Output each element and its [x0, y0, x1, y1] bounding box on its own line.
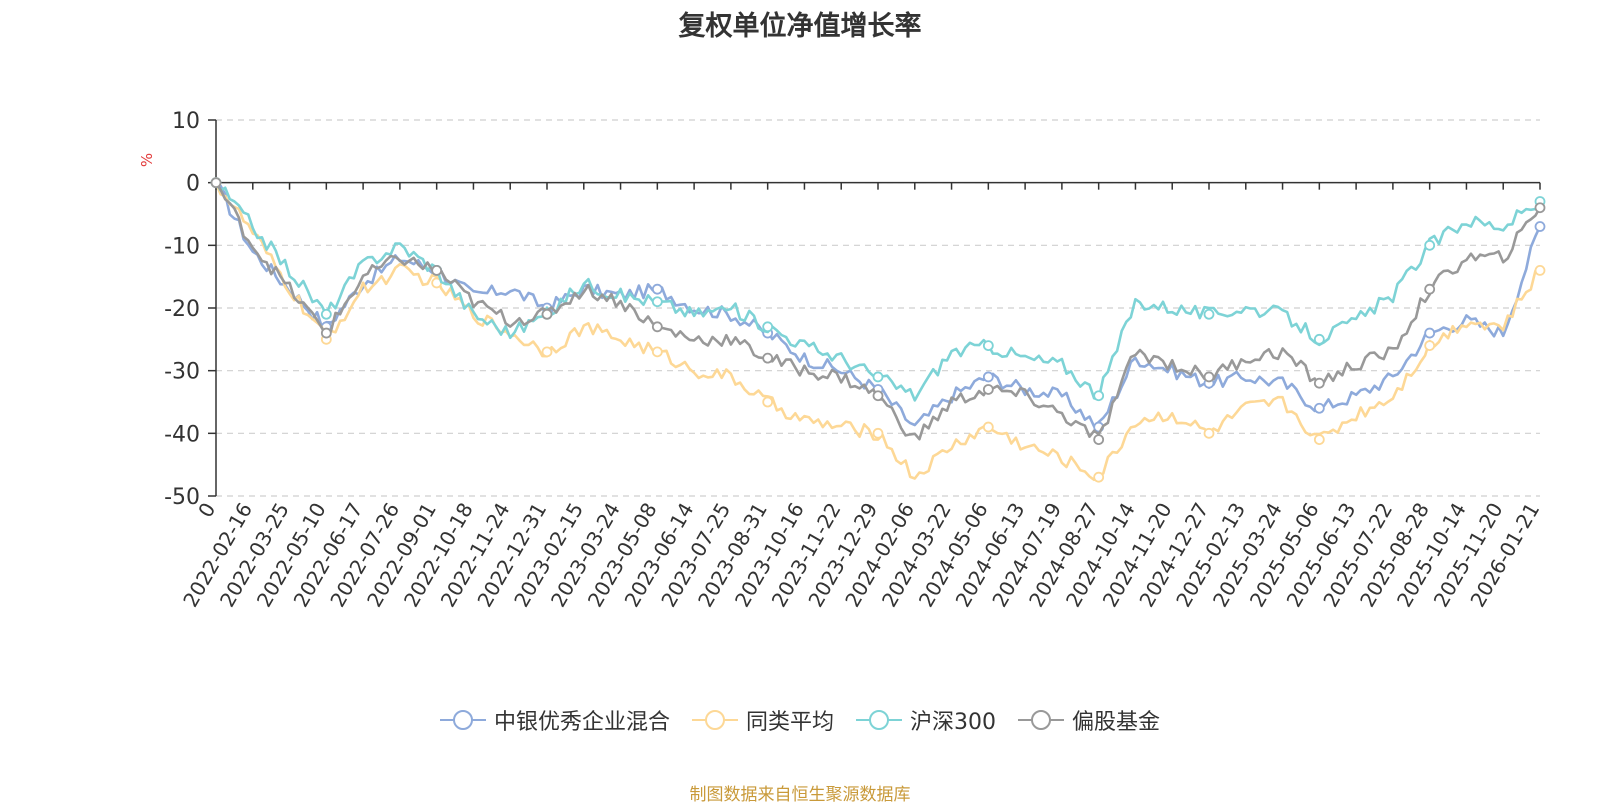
- legend-label: 偏股基金: [1072, 710, 1161, 735]
- series-point: [1313, 333, 1325, 345]
- series-point: [982, 340, 994, 352]
- series-point: [982, 384, 994, 395]
- series-point: [982, 421, 994, 433]
- y-tick-label: -10: [164, 234, 200, 259]
- x-tick-label: 0: [193, 499, 220, 522]
- series-line-2: [214, 182, 1542, 402]
- series-point: [651, 296, 663, 308]
- chart-title: 复权单位净值增长率: [678, 11, 922, 42]
- legend-marker-icon: [439, 710, 486, 730]
- series-point: [1424, 340, 1436, 352]
- legend: 中银优秀企业混合 同类平均 沪深300 偏股基金: [0, 704, 1600, 736]
- legend-marker-icon: [856, 710, 902, 730]
- series-point: [872, 427, 884, 439]
- series-point: [651, 321, 663, 333]
- series-point: [1093, 390, 1105, 402]
- series-point: [541, 346, 553, 358]
- series-point: [1424, 239, 1436, 251]
- series-point: [541, 308, 553, 320]
- series-point: [872, 371, 884, 383]
- series-point: [1203, 308, 1215, 320]
- series-point: [651, 283, 663, 295]
- legend-marker-icon: [1018, 710, 1064, 730]
- series-lines: [210, 177, 1546, 483]
- series-point: [982, 371, 994, 383]
- series-point: [431, 264, 443, 276]
- series-point: [1424, 327, 1436, 339]
- series-point: [872, 390, 884, 402]
- series-point: [1093, 471, 1105, 483]
- legend-item-equity-fund[interactable]: 偏股基金: [1018, 704, 1160, 736]
- y-axis: 10 0 -10 -20 -30 -40 -50: [164, 109, 217, 510]
- series-point: [1203, 427, 1215, 439]
- source-note: 制图数据来自恒生聚源数据库: [689, 785, 911, 805]
- y-axis-label: %: [138, 153, 156, 167]
- legend-marker-icon: [691, 710, 738, 730]
- series-point: [1534, 202, 1546, 214]
- legend-label: 同类平均: [745, 710, 834, 735]
- series-point: [1313, 434, 1325, 446]
- legend-item-fund[interactable]: 中银优秀企业混合: [439, 704, 670, 736]
- series-point: [1534, 221, 1546, 232]
- series-point: [1534, 264, 1546, 276]
- legend-item-hs300[interactable]: 沪深300: [856, 704, 996, 736]
- series-point: [1093, 434, 1105, 446]
- y-tick-label: -50: [164, 485, 200, 510]
- series-point: [1313, 402, 1325, 414]
- y-tick-label: 0: [186, 172, 200, 197]
- legend-item-peer-average[interactable]: 同类平均: [691, 704, 834, 736]
- y-tick-label: -20: [164, 297, 200, 322]
- series-point: [320, 327, 332, 339]
- series-point: [651, 346, 663, 358]
- y-tick-label: -30: [164, 360, 200, 385]
- y-tick-label: -40: [164, 422, 200, 447]
- series-point: [1313, 377, 1325, 389]
- series-point: [1424, 283, 1436, 295]
- series-point: [320, 308, 332, 320]
- series-point: [1203, 371, 1215, 383]
- legend-label: 沪深300: [910, 710, 996, 735]
- series-point: [210, 177, 222, 189]
- series-point: [762, 396, 774, 408]
- x-axis: 02022-02-162022-03-252022-05-102022-06-1…: [178, 181, 1544, 611]
- series-point: [762, 352, 774, 364]
- y-tick-label: 10: [172, 109, 200, 134]
- series-point: [762, 321, 774, 333]
- legend-label: 中银优秀企业混合: [493, 710, 670, 735]
